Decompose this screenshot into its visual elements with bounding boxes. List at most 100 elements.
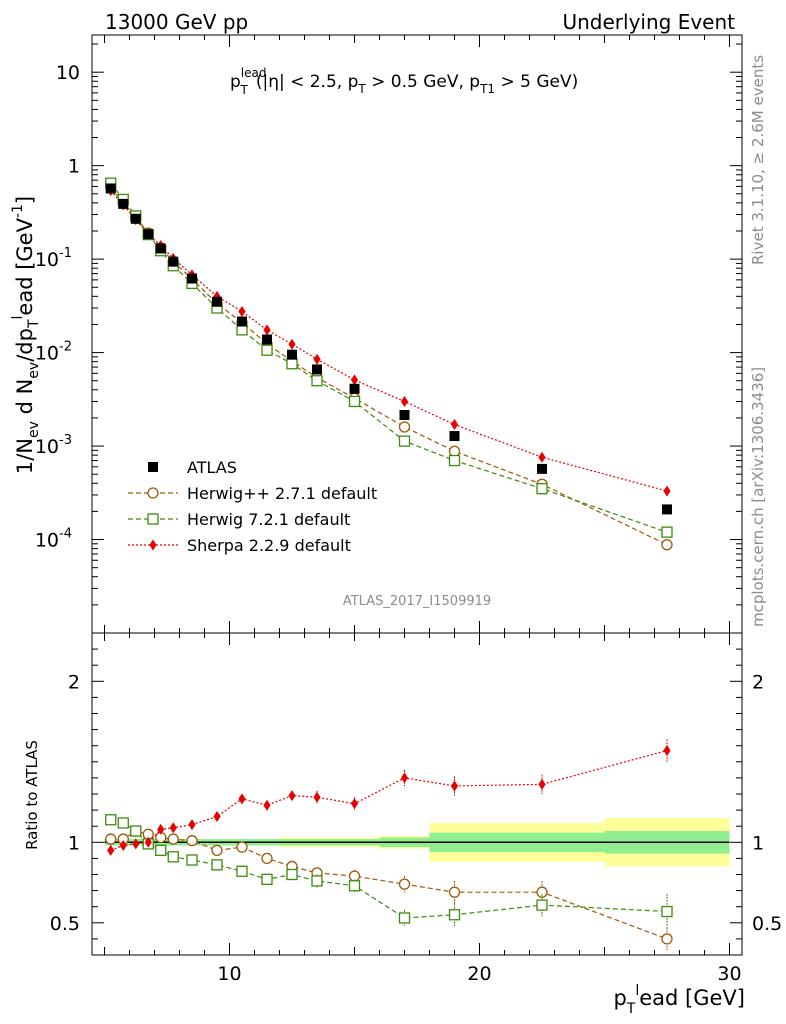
ratio-point (105, 833, 117, 845)
ratio-point (350, 798, 359, 810)
main-series-layer (105, 177, 673, 551)
data-point (399, 409, 410, 420)
ratio-point (105, 814, 117, 826)
ratio-series-layer (105, 739, 673, 951)
ratio-point (236, 841, 248, 853)
data-point (536, 483, 548, 495)
data-point (105, 183, 116, 194)
legend: ATLAS Herwig++ 2.7.1 default Herwig 7.2.1 … (128, 458, 377, 555)
data-point (348, 395, 361, 408)
legend-entry-sherpa-2-2-9-default: Sherpa 2.2.9 default (128, 536, 351, 555)
ratio-point (188, 819, 196, 831)
series-line (110, 187, 668, 546)
legend-marker (147, 487, 159, 499)
ratio-point (261, 852, 273, 865)
main-plot-title: plead T (|η| < 2.5, pT > 0.5 GeV, pT1 > 5 … (230, 66, 578, 97)
ratio-point (661, 905, 673, 918)
data-point (450, 419, 459, 431)
ratio-y-tick-label-right: 2 (752, 671, 764, 693)
data-point (130, 213, 141, 224)
data-point (538, 451, 546, 463)
data-point (261, 344, 273, 356)
data-point (312, 364, 322, 375)
data-point (118, 198, 129, 209)
data-point (449, 431, 460, 442)
data-point (398, 421, 411, 433)
legend-label: Sherpa 2.2.9 default (187, 536, 351, 555)
ratio-point (167, 833, 179, 845)
data-point (143, 229, 154, 240)
x-tick-label: 30 (717, 963, 741, 985)
data-point (662, 504, 672, 515)
ratio-y-tick-label-right: 1 (752, 832, 764, 854)
data-point (187, 273, 197, 284)
legend-entry-herwig-2-7-1-default: Herwig++ 2.7.1 default (128, 484, 377, 503)
data-point (286, 358, 298, 370)
data-point (349, 383, 360, 394)
legend-entry-herwig-7-2-1-default: Herwig 7.2.1 default (128, 510, 350, 529)
ratio-series-sherpa-2-2-9-default (107, 739, 671, 856)
y-axis-label-ratio: Ratio to ATLAS (23, 740, 41, 850)
ratio-point (663, 745, 671, 757)
legend-label: Herwig++ 2.7.1 default (187, 484, 377, 503)
ratio-point (130, 825, 142, 837)
ratio-point (119, 840, 127, 852)
data-point (212, 296, 222, 307)
svg-text:1/Nev d Nev/dpTlead [GeV-1]: 1/Nev d Nev/dpTlead [GeV-1] (10, 196, 42, 474)
y-tick-label: 10 (56, 62, 80, 84)
ratio-point (348, 880, 361, 892)
ratio-point (211, 844, 223, 856)
rivet-version-label: Rivet 3.1.10, ≥ 2.6M events (749, 55, 767, 265)
ratio-point (536, 899, 548, 911)
data-point (168, 256, 179, 267)
ratio-point (448, 909, 461, 921)
header-right: Underlying Event (562, 10, 735, 34)
ratio-point (261, 873, 273, 885)
data-point (311, 375, 323, 387)
ratio-point (538, 778, 546, 790)
data-point (287, 349, 297, 360)
ratio-point (398, 912, 411, 924)
series-line (110, 190, 668, 492)
ratio-point (186, 854, 198, 866)
ratio-point (286, 868, 298, 881)
y-tick-label: 1 (68, 156, 80, 178)
ratio-y-tick-label: 0.5 (50, 913, 80, 935)
data-point (400, 395, 409, 407)
data-point (537, 463, 547, 474)
y-axis-label-main: 1/Nev d Nev/dpTlead [GeV-1] (10, 196, 42, 474)
ratio-point (400, 772, 409, 784)
ratio-point (186, 835, 198, 847)
data-point (155, 243, 166, 254)
data-point (661, 526, 673, 538)
ratio-point (448, 886, 461, 898)
data-point (313, 353, 321, 365)
series-line (110, 182, 668, 533)
ratio-point (236, 865, 248, 877)
data-point (448, 454, 461, 467)
legend-label: Herwig 7.2.1 default (187, 510, 350, 529)
ratio-y-tick-label-right: 0.5 (752, 913, 782, 935)
ratio-series-herwig-7-2-1-default (105, 814, 673, 930)
ratio-y-tick-label: 2 (68, 671, 80, 693)
analysis-watermark: ATLAS_2017_I1509919 (343, 594, 491, 609)
ratio-point (167, 851, 179, 863)
header-left: 13000 GeV pp (105, 10, 248, 34)
legend-entry-atlas: ATLAS (148, 458, 237, 477)
data-point (237, 316, 247, 327)
ratio-point (661, 933, 673, 945)
y-tick-label: 10-3 (35, 433, 72, 458)
ratio-point (450, 780, 459, 792)
data-point (661, 539, 673, 551)
ratio-point (288, 790, 296, 802)
series-atlas (105, 183, 672, 515)
legend-label: ATLAS (187, 458, 237, 477)
ratio-point (157, 823, 165, 835)
ratio-point (117, 817, 129, 829)
ratio-point (311, 875, 323, 887)
legend-marker (149, 539, 157, 551)
data-point (663, 485, 671, 497)
ratio-point (107, 844, 115, 856)
